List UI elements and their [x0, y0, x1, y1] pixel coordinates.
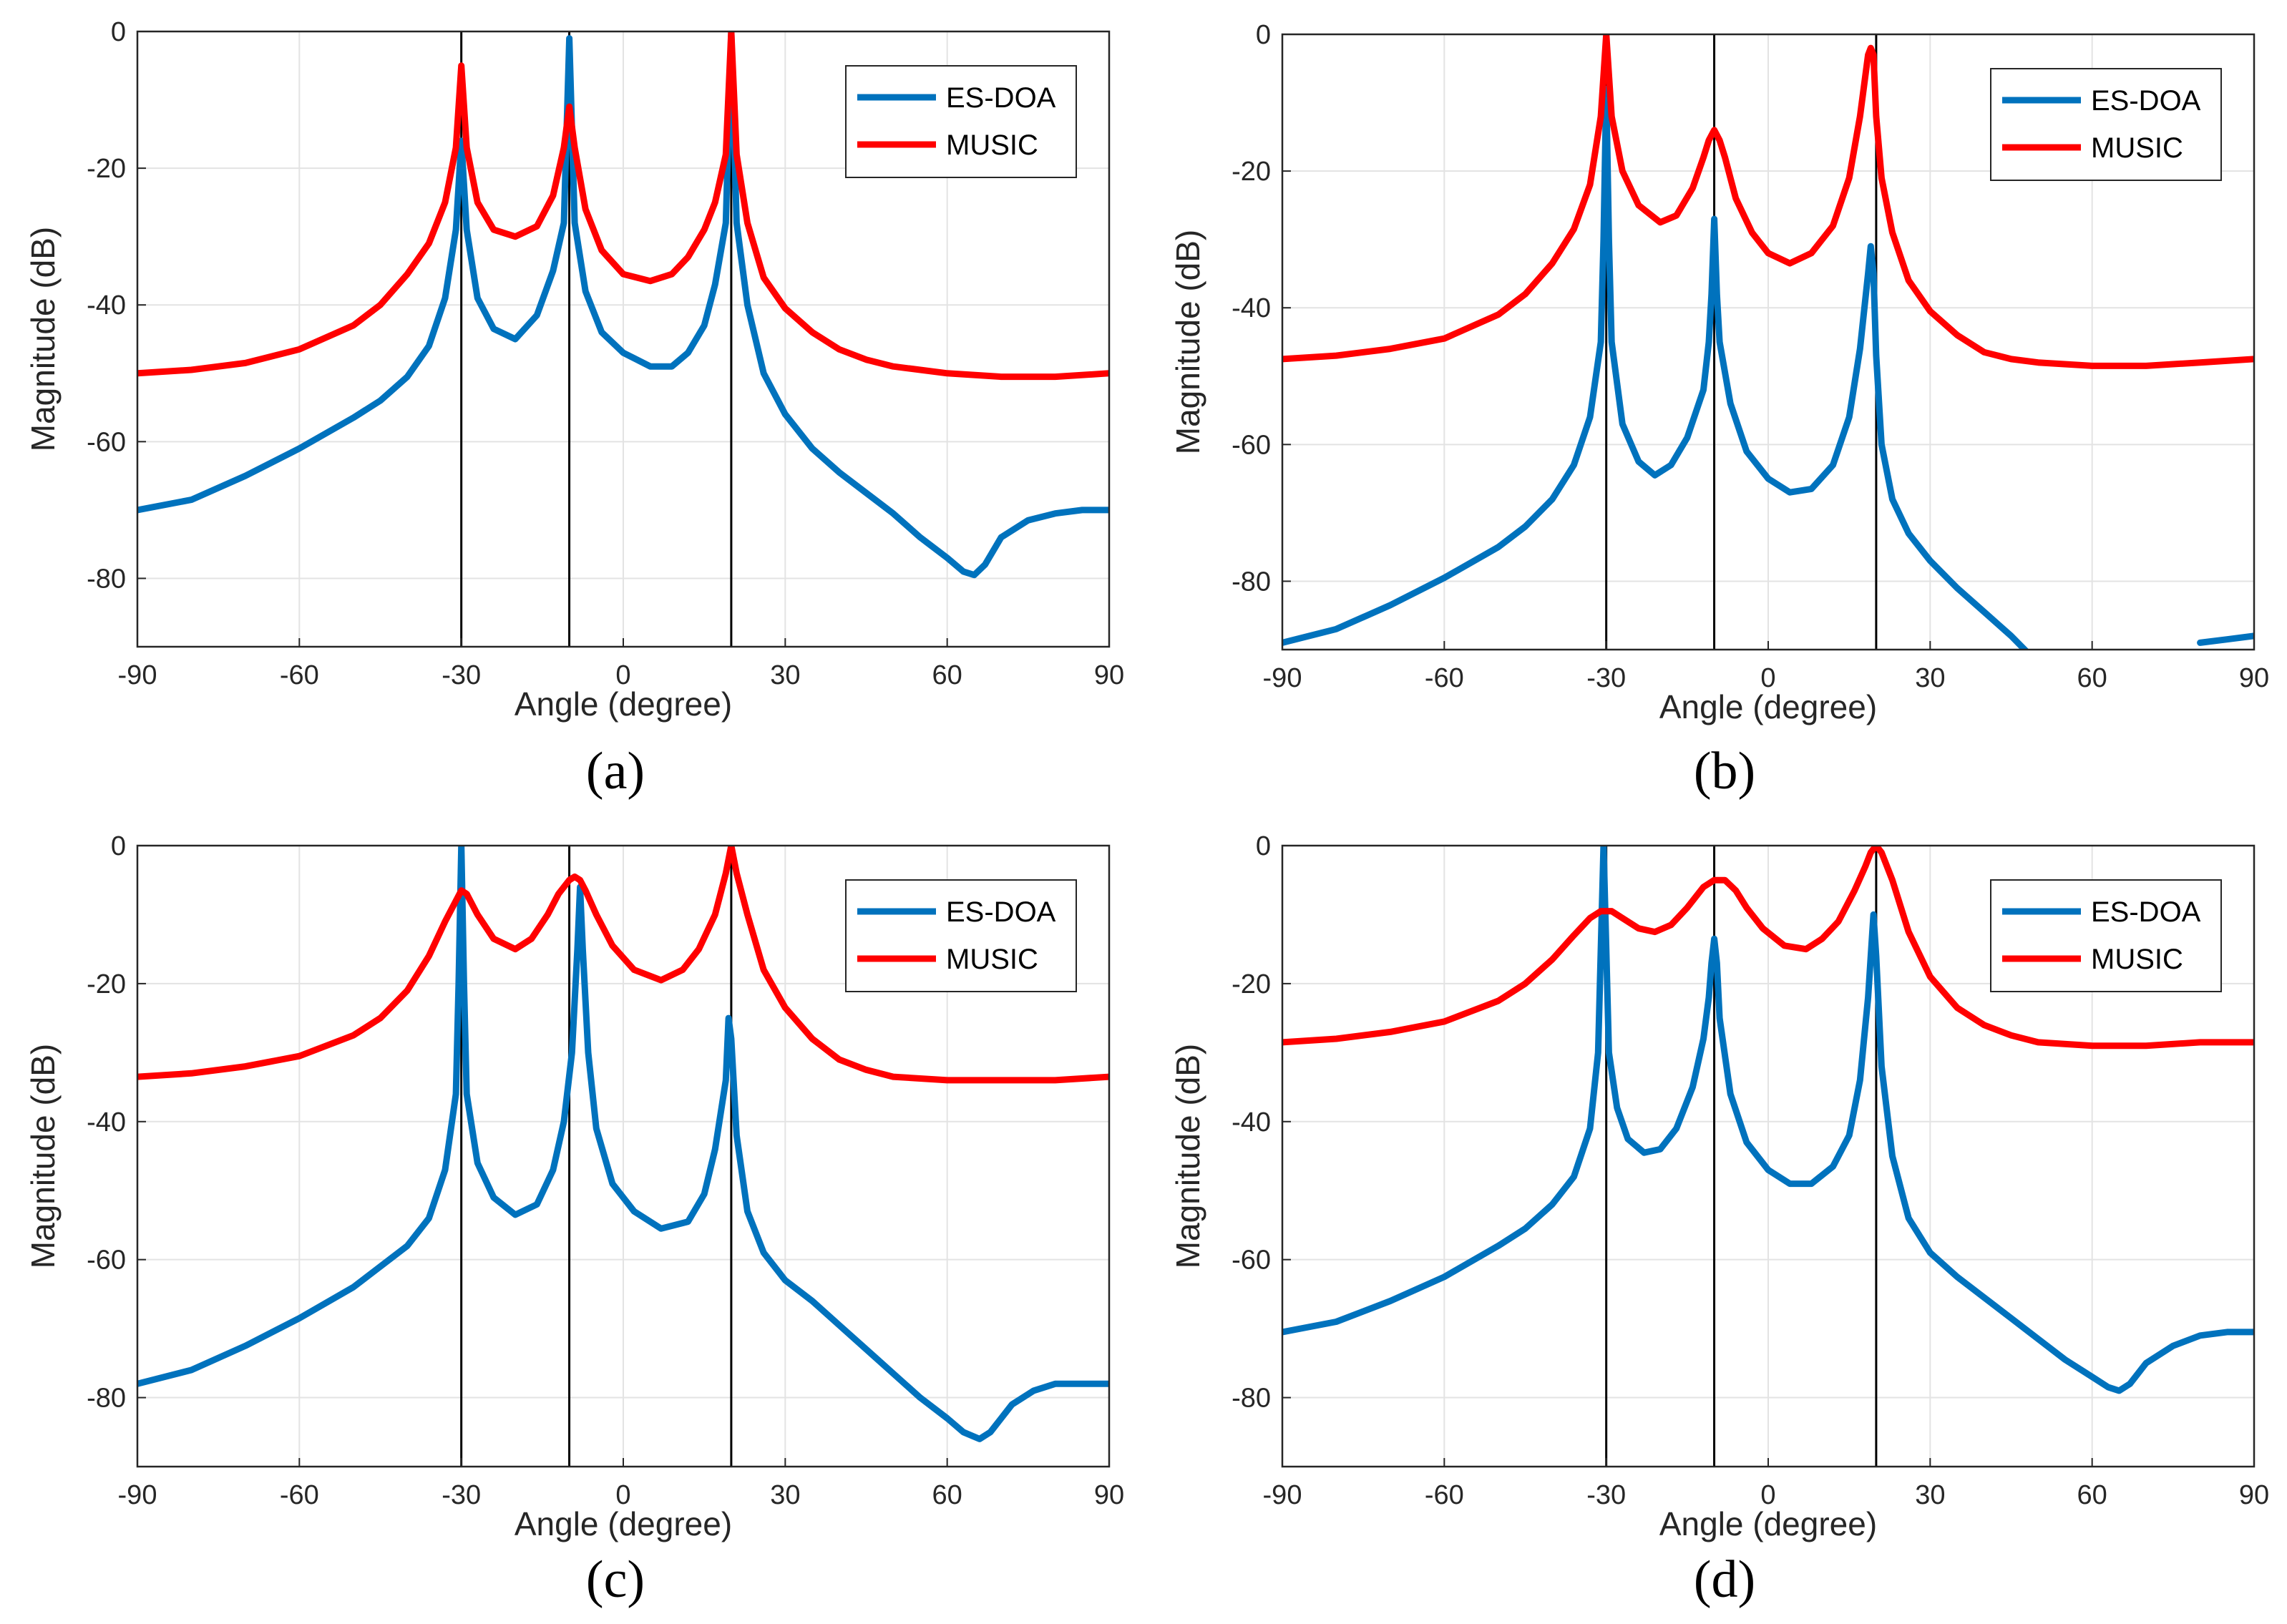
x-tick-label: 0: [615, 1480, 630, 1510]
legend-box: [845, 65, 1077, 178]
x-tick-label: -30: [1586, 1480, 1626, 1510]
x-tick-label: -60: [1425, 1480, 1464, 1510]
panel-d: -90 -60 -30 0 30 60 90 0 -20 -40 -60 -80 Angle (degr…: [1169, 831, 2269, 1609]
y-tick-label: -20: [1232, 157, 1271, 187]
y-tick-label: -60: [87, 427, 126, 457]
panel-caption: (a): [586, 742, 645, 801]
y-tick-label: -40: [87, 290, 126, 321]
y-tick-label: -40: [1232, 293, 1271, 323]
x-tick-label: 30: [1915, 663, 1945, 693]
panel-caption: (c): [586, 1550, 645, 1609]
y-axis-label: Magnitude (dB): [24, 1044, 62, 1269]
x-tick-label: 30: [770, 660, 800, 690]
x-tick-label: 60: [2077, 663, 2107, 693]
x-tick-label: 30: [1915, 1480, 1945, 1510]
series-group: [1282, 846, 2254, 1394]
legend-label: ES-DOA: [2091, 85, 2201, 117]
panel-c: -90 -60 -30 0 30 60 90 0 -20 -40 -60 -80 Angle (degr…: [24, 831, 1124, 1609]
panel-caption: (b): [1694, 742, 1755, 801]
legend-label: ES-DOA: [946, 82, 1056, 114]
x-axis-label: Angle (degree): [1659, 1505, 1877, 1542]
x-tick-label: -60: [1425, 663, 1464, 693]
series-line-esdoa: [137, 846, 1109, 1442]
x-tick-label: -30: [442, 660, 481, 690]
y-tick-label: 0: [111, 831, 126, 861]
x-axis-label: Angle (degree): [515, 685, 732, 723]
x-tick-label: 30: [770, 1480, 800, 1510]
legend-label: ES-DOA: [946, 896, 1056, 928]
panel-caption: (d): [1694, 1550, 1755, 1609]
y-tick-label: 0: [1256, 831, 1271, 861]
y-tick-label: -80: [87, 564, 126, 594]
x-tick-label: -30: [442, 1480, 481, 1510]
x-tick-label: 0: [1760, 1480, 1775, 1510]
y-tick-label: -80: [1232, 1384, 1271, 1414]
legend-label: MUSIC: [946, 944, 1038, 975]
legend-label: MUSIC: [946, 129, 1038, 161]
series-group: [137, 846, 1109, 1442]
series-group: [1282, 34, 2254, 650]
y-tick-label: -80: [1232, 567, 1271, 597]
series-line-music: [1282, 34, 2254, 369]
x-tick-label: 90: [1094, 660, 1124, 690]
x-axis-label: Angle (degree): [515, 1505, 732, 1542]
series-line-esdoa: [137, 31, 1109, 579]
y-tick-label: -20: [87, 154, 126, 184]
y-axis-label: Magnitude (dB): [1169, 230, 1206, 455]
legend-label: ES-DOA: [2091, 896, 2201, 928]
x-tick-label: 60: [932, 1480, 962, 1510]
x-axis-label: Angle (degree): [1659, 688, 1877, 725]
series-line-music: [137, 31, 1109, 381]
x-tick-label: 60: [932, 660, 962, 690]
y-tick-label: 0: [111, 17, 126, 47]
x-tick-label: -30: [1586, 663, 1626, 693]
legend: ES-DOA MUSIC: [1990, 879, 2222, 992]
panel-a: -90 -60 -30 0 30 60 90 0 -20 -40 -60 -80 Angle (degr…: [24, 17, 1124, 801]
y-tick-label: -80: [87, 1384, 126, 1414]
series-line-esdoa: [1282, 85, 2029, 650]
x-tick-label: -90: [1263, 663, 1302, 693]
y-tick-label: -20: [87, 969, 126, 999]
x-tick-label: -60: [280, 1480, 319, 1510]
series-line-esdoa: [2197, 632, 2254, 646]
series-line-esdoa: [1282, 846, 2254, 1394]
legend-box: [1990, 879, 2222, 992]
series-line-music: [137, 846, 1109, 1084]
x-tick-label: 90: [1094, 1480, 1124, 1510]
x-tick-label: 90: [2239, 663, 2269, 693]
y-tick-label: -40: [1232, 1107, 1271, 1138]
y-axis-label: Magnitude (dB): [1169, 1044, 1206, 1269]
y-tick-label: -60: [1232, 1246, 1271, 1276]
x-tick-label: -90: [118, 660, 157, 690]
panel-b: -90 -60 -30 0 30 60 90 0 -20 -40 -60 -80 Angle (degr…: [1169, 20, 2269, 801]
x-tick-label: -60: [280, 660, 319, 690]
legend: ES-DOA MUSIC: [845, 879, 1077, 992]
y-tick-label: -40: [87, 1107, 126, 1138]
series-line-music: [1282, 846, 2254, 1050]
legend-box: [845, 879, 1077, 992]
y-axis-label: Magnitude (dB): [24, 227, 62, 452]
legend-label: MUSIC: [2091, 132, 2183, 164]
series-group: [137, 31, 1109, 579]
x-tick-label: 0: [1760, 663, 1775, 693]
legend-label: MUSIC: [2091, 944, 2183, 975]
legend: ES-DOA MUSIC: [1990, 68, 2222, 181]
y-tick-label: -20: [1232, 969, 1271, 999]
x-tick-label: 90: [2239, 1480, 2269, 1510]
x-tick-label: 0: [615, 660, 630, 690]
y-tick-label: -60: [87, 1246, 126, 1276]
x-tick-label: -90: [1263, 1480, 1302, 1510]
x-tick-label: -90: [118, 1480, 157, 1510]
legend: ES-DOA MUSIC: [845, 65, 1077, 178]
x-tick-label: 60: [2077, 1480, 2107, 1510]
y-tick-label: -60: [1232, 430, 1271, 460]
legend-box: [1990, 68, 2222, 181]
y-tick-label: 0: [1256, 20, 1271, 50]
